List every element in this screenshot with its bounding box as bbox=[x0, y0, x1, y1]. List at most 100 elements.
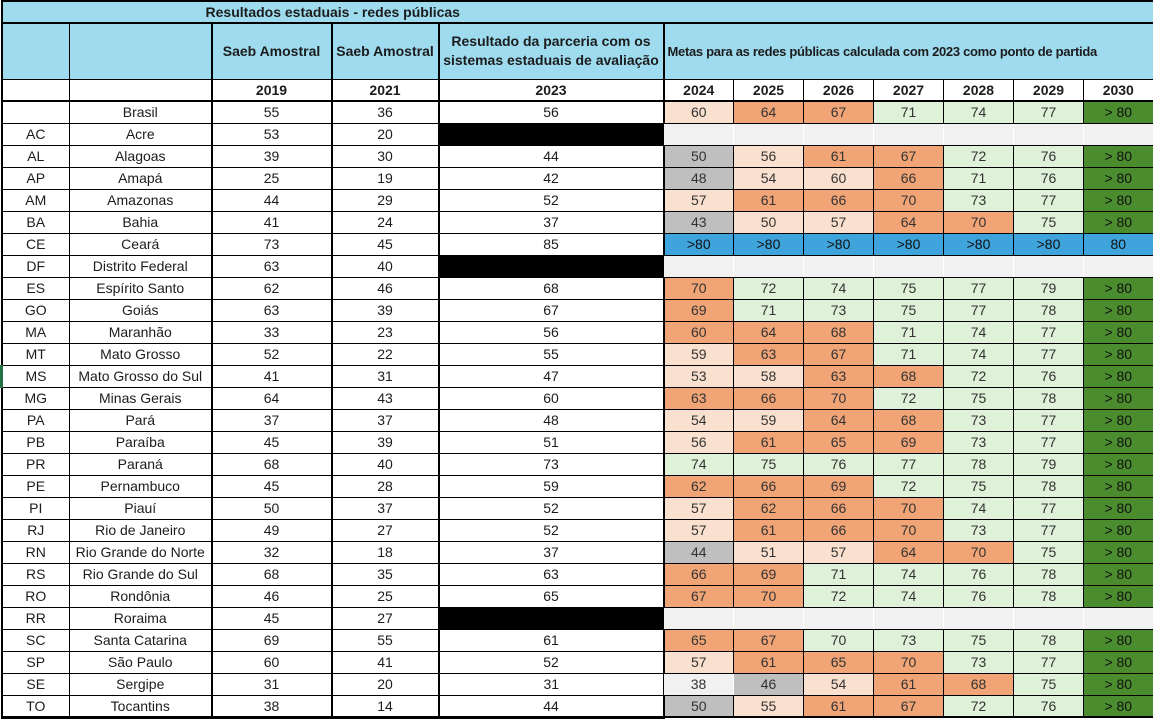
meta-cell[interactable]: 60 bbox=[803, 166, 874, 190]
score-2023-cell[interactable]: 61 bbox=[437, 628, 664, 652]
meta-cell[interactable]: 72 bbox=[873, 386, 944, 410]
meta-cell[interactable]: 71 bbox=[733, 298, 804, 322]
meta-cell[interactable]: 77 bbox=[943, 276, 1014, 300]
meta-cell[interactable] bbox=[943, 122, 1014, 146]
meta-cell[interactable]: 70 bbox=[943, 540, 1014, 564]
meta-cell[interactable] bbox=[663, 122, 734, 146]
meta-cell[interactable]: 71 bbox=[943, 166, 1014, 190]
meta-cell[interactable]: 72 bbox=[873, 474, 944, 498]
state-name-cell[interactable]: Rio Grande do Norte bbox=[69, 540, 212, 564]
meta-cell[interactable] bbox=[663, 254, 734, 278]
meta-cell[interactable]: 75 bbox=[733, 452, 804, 476]
state-name-cell[interactable]: Brasil bbox=[69, 100, 212, 124]
score-2019-cell[interactable]: 33 bbox=[210, 320, 332, 344]
meta-cell[interactable]: 72 bbox=[733, 276, 804, 300]
meta-cell[interactable]: 57 bbox=[662, 650, 734, 674]
meta-cell[interactable]: > 80 bbox=[1082, 342, 1153, 366]
meta-cell[interactable]: 67 bbox=[662, 584, 734, 608]
meta-cell[interactable]: 53 bbox=[662, 364, 734, 388]
meta-cell[interactable]: 66 bbox=[803, 518, 874, 542]
meta-cell[interactable]: 66 bbox=[733, 386, 804, 410]
meta-cell[interactable]: 68 bbox=[873, 364, 944, 388]
score-2023-cell[interactable]: 67 bbox=[437, 298, 664, 322]
header-code-cell[interactable] bbox=[1, 22, 70, 80]
state-name-cell[interactable]: Distrito Federal bbox=[69, 254, 212, 278]
meta-cell[interactable]: > 80 bbox=[1082, 650, 1153, 674]
score-2019-cell[interactable]: 39 bbox=[210, 144, 332, 168]
meta-cell[interactable]: 69 bbox=[803, 474, 874, 498]
meta-cell[interactable] bbox=[803, 254, 874, 278]
score-2019-cell[interactable]: 64 bbox=[210, 386, 332, 410]
meta-cell[interactable]: >80 bbox=[733, 232, 804, 256]
score-2021-cell[interactable]: 23 bbox=[330, 320, 439, 344]
state-code-cell[interactable]: MS bbox=[0, 364, 70, 388]
meta-cell[interactable] bbox=[873, 122, 944, 146]
meta-cell[interactable]: 79 bbox=[1013, 452, 1084, 476]
meta-cell[interactable]: 77 bbox=[1013, 518, 1084, 542]
year-cell[interactable]: 2025 bbox=[733, 78, 804, 102]
meta-cell[interactable]: 72 bbox=[803, 584, 874, 608]
state-name-cell[interactable]: Pará bbox=[69, 408, 212, 432]
score-2023-cell[interactable]: 52 bbox=[437, 518, 664, 542]
meta-cell[interactable]: 62 bbox=[662, 474, 734, 498]
meta-cell[interactable]: >80 bbox=[662, 232, 734, 256]
score-2021-cell[interactable]: 18 bbox=[330, 540, 439, 564]
score-2023-cell[interactable]: 44 bbox=[437, 144, 664, 168]
score-2021-cell[interactable]: 24 bbox=[330, 210, 439, 234]
score-2021-cell[interactable]: 46 bbox=[330, 276, 439, 300]
state-code-cell[interactable]: PR bbox=[1, 452, 70, 476]
score-2021-cell[interactable]: 41 bbox=[330, 650, 439, 674]
score-2019-cell[interactable]: 52 bbox=[210, 342, 332, 366]
meta-cell[interactable]: 70 bbox=[662, 276, 734, 300]
meta-cell[interactable]: 64 bbox=[873, 210, 944, 234]
meta-cell[interactable]: 50 bbox=[662, 694, 734, 718]
meta-cell[interactable] bbox=[1013, 254, 1084, 278]
year-empty-cell[interactable] bbox=[1, 78, 70, 102]
meta-cell[interactable]: 77 bbox=[1013, 188, 1084, 212]
header-name-cell[interactable] bbox=[69, 22, 212, 80]
meta-cell[interactable]: 77 bbox=[1013, 650, 1084, 674]
score-2023-cell[interactable]: 52 bbox=[437, 496, 664, 520]
state-code-cell[interactable]: AM bbox=[1, 188, 70, 212]
score-2021-cell[interactable]: 27 bbox=[330, 518, 439, 542]
score-2021-cell[interactable]: 25 bbox=[330, 584, 439, 608]
meta-cell[interactable]: 77 bbox=[873, 452, 944, 476]
state-code-cell[interactable]: SP bbox=[1, 650, 70, 674]
meta-cell[interactable]: 76 bbox=[1013, 144, 1084, 168]
meta-cell[interactable]: > 80 bbox=[1082, 320, 1153, 344]
state-code-cell[interactable]: AL bbox=[1, 144, 70, 168]
meta-cell[interactable]: 60 bbox=[662, 320, 734, 344]
meta-cell[interactable] bbox=[733, 606, 804, 630]
meta-cell[interactable]: 77 bbox=[1013, 408, 1084, 432]
state-code-cell[interactable]: PA bbox=[1, 408, 70, 432]
meta-cell[interactable]: > 80 bbox=[1082, 540, 1153, 564]
header-saeb-2021[interactable]: Saeb Amostral bbox=[330, 22, 439, 80]
meta-cell[interactable]: 66 bbox=[662, 562, 734, 586]
meta-cell[interactable]: 78 bbox=[1013, 562, 1084, 586]
state-name-cell[interactable]: São Paulo bbox=[69, 650, 212, 674]
meta-cell[interactable]: 73 bbox=[943, 408, 1014, 432]
meta-cell[interactable]: 48 bbox=[662, 166, 734, 190]
meta-cell[interactable] bbox=[1082, 606, 1153, 630]
state-name-cell[interactable]: Amazonas bbox=[69, 188, 212, 212]
meta-cell[interactable]: > 80 bbox=[1082, 694, 1153, 718]
meta-cell[interactable]: 78 bbox=[943, 452, 1014, 476]
meta-cell[interactable]: 70 bbox=[873, 650, 944, 674]
meta-cell[interactable]: > 80 bbox=[1082, 210, 1153, 234]
state-code-cell[interactable]: PB bbox=[1, 430, 70, 454]
redacted-cell[interactable] bbox=[437, 122, 664, 146]
state-code-cell[interactable]: ES bbox=[1, 276, 70, 300]
meta-cell[interactable]: 74 bbox=[873, 562, 944, 586]
meta-cell[interactable]: 74 bbox=[803, 276, 874, 300]
meta-cell[interactable]: 61 bbox=[873, 672, 944, 696]
meta-cell[interactable]: 69 bbox=[662, 298, 734, 322]
score-2021-cell[interactable]: 14 bbox=[330, 694, 439, 719]
score-2023-cell[interactable]: 44 bbox=[437, 694, 664, 719]
meta-cell[interactable]: 75 bbox=[1013, 540, 1084, 564]
redacted-cell[interactable] bbox=[437, 606, 664, 630]
state-name-cell[interactable]: Pernambuco bbox=[69, 474, 212, 498]
state-code-cell[interactable]: BA bbox=[1, 210, 70, 234]
state-code-cell[interactable]: RO bbox=[1, 584, 70, 608]
meta-cell[interactable]: > 80 bbox=[1082, 188, 1153, 212]
meta-cell[interactable]: 46 bbox=[733, 672, 804, 696]
